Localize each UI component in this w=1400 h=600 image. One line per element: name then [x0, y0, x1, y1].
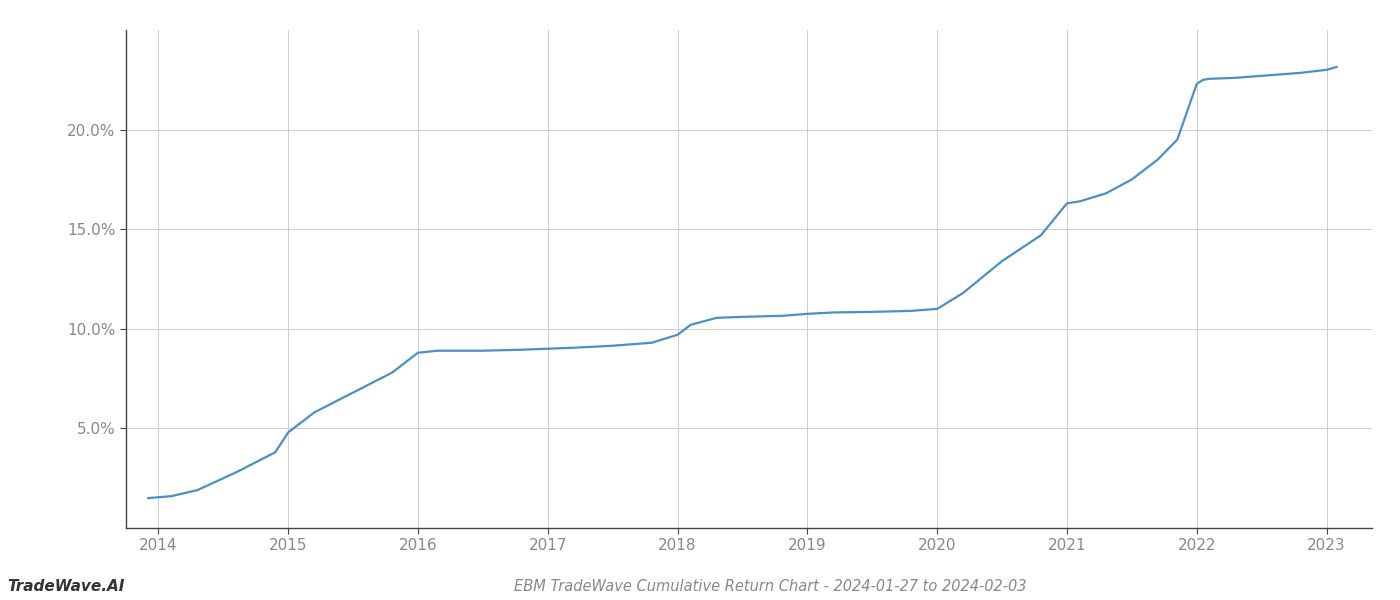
- Text: EBM TradeWave Cumulative Return Chart - 2024-01-27 to 2024-02-03: EBM TradeWave Cumulative Return Chart - …: [514, 579, 1026, 594]
- Text: TradeWave.AI: TradeWave.AI: [7, 579, 125, 594]
